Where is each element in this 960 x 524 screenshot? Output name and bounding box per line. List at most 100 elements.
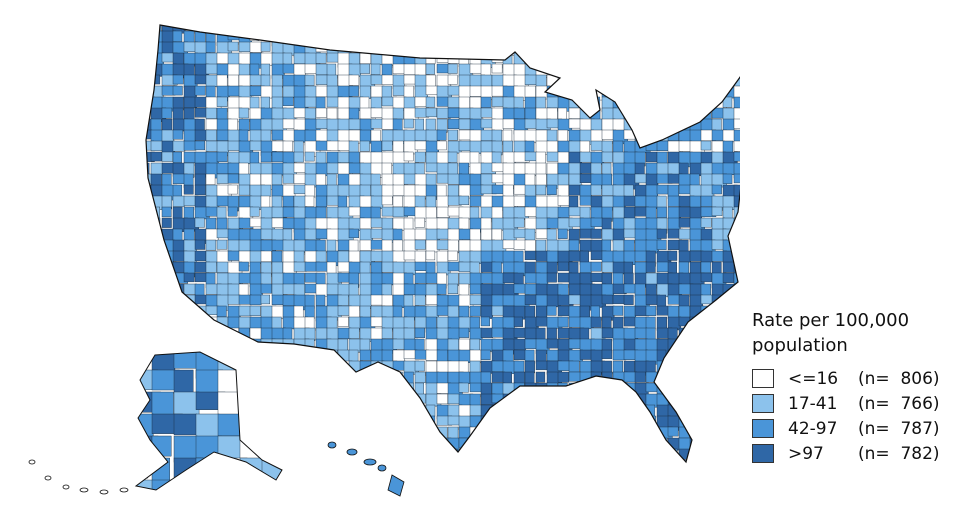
county bbox=[700, 448, 712, 462]
county bbox=[183, 107, 195, 120]
county bbox=[601, 404, 614, 417]
county bbox=[205, 151, 219, 164]
county bbox=[326, 316, 338, 330]
county bbox=[546, 426, 561, 441]
county bbox=[238, 239, 251, 252]
county bbox=[315, 151, 327, 165]
county bbox=[700, 360, 715, 375]
county bbox=[568, 338, 581, 349]
county bbox=[172, 338, 186, 350]
county bbox=[667, 426, 679, 437]
county bbox=[370, 129, 381, 143]
county bbox=[425, 107, 437, 118]
county bbox=[568, 404, 581, 419]
county bbox=[260, 437, 275, 451]
county bbox=[370, 250, 383, 262]
county bbox=[667, 162, 681, 175]
county bbox=[359, 404, 370, 418]
county bbox=[700, 74, 714, 85]
county bbox=[612, 382, 627, 397]
legend-rows: <=16 (n= 806) 17-41 (n= 766) 42-97 (n= 787) >9… bbox=[752, 366, 952, 466]
county bbox=[700, 63, 713, 76]
county bbox=[238, 404, 250, 417]
county bbox=[370, 118, 384, 129]
county bbox=[284, 392, 306, 417]
county bbox=[249, 371, 261, 383]
county bbox=[136, 479, 153, 490]
county bbox=[656, 118, 671, 133]
county bbox=[623, 52, 638, 63]
county bbox=[436, 41, 448, 56]
county bbox=[260, 415, 275, 431]
county bbox=[403, 448, 414, 461]
county bbox=[337, 382, 351, 397]
county bbox=[722, 382, 737, 396]
county bbox=[260, 250, 272, 263]
county bbox=[260, 25, 273, 31]
county bbox=[194, 316, 208, 331]
county bbox=[315, 30, 328, 43]
county bbox=[238, 184, 251, 196]
county bbox=[524, 404, 537, 417]
county bbox=[667, 96, 679, 107]
county bbox=[656, 85, 670, 96]
county bbox=[392, 30, 405, 41]
county bbox=[590, 261, 602, 272]
county bbox=[146, 327, 155, 341]
county bbox=[568, 206, 581, 217]
county bbox=[524, 437, 535, 452]
county bbox=[579, 437, 591, 452]
county bbox=[502, 239, 516, 250]
county bbox=[172, 195, 185, 207]
county bbox=[172, 140, 186, 152]
county bbox=[381, 448, 396, 462]
county bbox=[414, 151, 426, 163]
legend-count: (n= 766) bbox=[858, 393, 940, 414]
county bbox=[667, 25, 683, 35]
county bbox=[678, 404, 689, 415]
county bbox=[546, 459, 560, 462]
county bbox=[491, 316, 505, 330]
county bbox=[436, 173, 449, 184]
county bbox=[722, 30, 738, 45]
county bbox=[260, 371, 274, 384]
county bbox=[689, 327, 703, 344]
county bbox=[425, 151, 439, 165]
county bbox=[447, 305, 459, 318]
county bbox=[392, 404, 407, 415]
legend-item: <=16 (n= 806) bbox=[752, 366, 952, 391]
county bbox=[146, 41, 155, 52]
county bbox=[678, 294, 690, 308]
county bbox=[172, 305, 185, 319]
county bbox=[601, 151, 613, 163]
county bbox=[381, 85, 392, 98]
county bbox=[678, 85, 692, 100]
county bbox=[667, 459, 679, 462]
county bbox=[634, 195, 647, 207]
county bbox=[656, 74, 667, 90]
county bbox=[392, 228, 403, 241]
county bbox=[546, 30, 557, 47]
county bbox=[469, 41, 481, 57]
county bbox=[414, 41, 425, 58]
county bbox=[146, 272, 156, 288]
county bbox=[172, 316, 186, 330]
county bbox=[425, 426, 437, 441]
county bbox=[678, 63, 694, 78]
county bbox=[568, 371, 581, 382]
county bbox=[326, 85, 340, 98]
county bbox=[425, 63, 436, 75]
county bbox=[656, 184, 669, 195]
county bbox=[447, 415, 461, 426]
county bbox=[146, 250, 150, 264]
county bbox=[568, 25, 582, 30]
county bbox=[392, 250, 406, 263]
county bbox=[205, 327, 217, 338]
county bbox=[711, 316, 726, 333]
us-map bbox=[28, 24, 740, 497]
county bbox=[612, 261, 626, 275]
county bbox=[689, 349, 700, 360]
county bbox=[239, 391, 266, 419]
county bbox=[403, 151, 414, 162]
county bbox=[722, 305, 734, 318]
